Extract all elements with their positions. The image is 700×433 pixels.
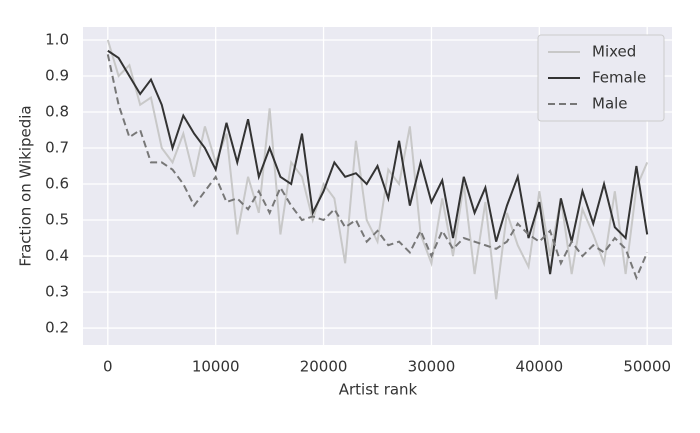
legend-label: Male: [592, 95, 628, 113]
x-tick-label: 40000: [515, 358, 563, 376]
y-tick-label: 0.7: [45, 139, 69, 157]
y-tick-label: 0.9: [45, 66, 69, 84]
legend-label: Mixed: [592, 43, 636, 61]
x-tick-label: 50000: [623, 358, 671, 376]
y-tick-label: 0.4: [45, 247, 69, 265]
y-tick-label: 0.6: [45, 175, 69, 193]
x-axis-label: Artist rank: [339, 381, 418, 399]
legend-box: [537, 34, 665, 122]
y-axis-label: Fraction on Wikipedia: [17, 105, 35, 266]
legend-label: Female: [592, 69, 646, 87]
x-tick-label: 30000: [408, 358, 456, 376]
x-tick-label: 20000: [300, 358, 348, 376]
y-tick-label: 1.0: [45, 30, 69, 48]
y-tick-label: 0.3: [45, 283, 69, 301]
y-tick-label: 0.2: [45, 319, 69, 337]
series-line: [106, 54, 649, 281]
y-tick-label: 0.5: [45, 211, 69, 229]
series-line: [107, 49, 649, 275]
y-tick-label: 0.8: [45, 102, 69, 120]
x-tick-label: 0: [103, 358, 113, 376]
x-tick-label: 10000: [192, 358, 240, 376]
